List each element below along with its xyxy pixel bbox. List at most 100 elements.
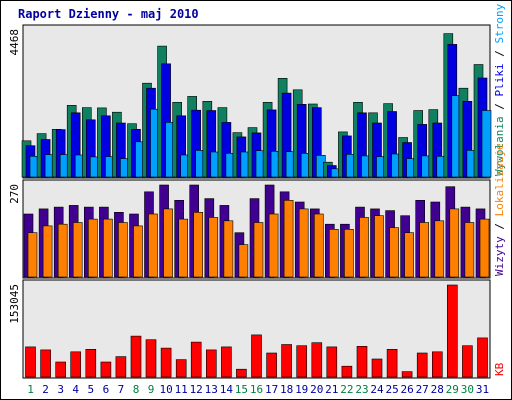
bar-middle-2-day-26 [404,232,414,278]
bar-middle-2-day-27 [419,222,430,278]
bar-bottom-1-day-14 [221,346,232,378]
x-tick-label: 25 [385,383,398,396]
bar-middle-2-day-1 [27,232,38,278]
bar-middle-2-day-30 [464,222,475,278]
bar-bottom-1-day-11 [175,359,187,378]
bar-middle-2-day-24 [374,215,384,278]
bar-bottom-1-day-17 [266,352,277,378]
bar-middle-2-day-7 [118,222,128,278]
bar-bottom-1-day-25 [386,348,398,378]
bar-bottom-1-day-21 [326,346,338,378]
bar-bottom-1-day-1 [25,346,36,378]
bar-middle-2-day-19 [298,208,309,278]
bar-bottom-1-day-27 [416,352,428,378]
bar-top-3-day-31 [481,110,492,178]
x-tick-label: 8 [133,383,140,396]
bar-middle-2-day-23 [359,217,369,278]
panel-top: 4468 [8,24,492,179]
legend-label-group: KB [493,362,506,376]
x-tick-label: 14 [220,383,234,396]
panel-bottom: 153045 [8,279,491,379]
panel-max-label: 153045 [8,284,21,324]
x-tick-label: 16 [250,383,263,396]
bar-bottom-1-day-7 [115,356,127,378]
x-tick-label: 26 [400,383,413,396]
series-legend-labels: Wywołania / Pliki / Strony Wizyty / Loka… [493,3,506,376]
bar-bottom-1-day-6 [100,361,112,378]
x-tick-label: 13 [205,383,218,396]
bar-middle-2-day-22 [344,229,354,278]
chart-title: Raport Dzienny - maj 2010 [18,7,199,21]
x-axis-labels: 1 2 3 4 5 6 7 8 9 10 11 12 13 14 15 16 17 18 19 20 21 22 23 24 2… [27,383,489,396]
bar-bottom-1-day-26 [401,371,413,378]
bar-middle-2-day-28 [434,220,445,278]
bar-middle-2-day-2 [42,225,53,278]
bar-middle-2-day-8 [133,225,143,278]
legend-label-part: / [493,97,506,110]
bar-middle-2-day-18 [283,200,294,278]
bar-middle-2-day-31 [479,218,490,278]
bar-bottom-1-day-20 [311,342,323,378]
bar-middle-2-day-20 [313,213,324,278]
x-tick-label: 5 [87,383,94,396]
bar-middle-2-day-12 [193,212,203,278]
bar-bottom-1-day-31 [477,337,488,378]
bar-middle-2-day-9 [148,213,158,278]
legend-label-part: Wizyty [493,230,506,276]
x-tick-label: 18 [280,383,293,396]
panel-max-label: 4468 [8,29,21,56]
x-tick-label: 10 [159,383,172,396]
x-tick-label: 6 [103,383,110,396]
bar-bottom-1-day-24 [371,358,383,378]
x-tick-label: 11 [175,383,188,396]
bar-bottom-1-day-10 [160,347,172,378]
legend-label-part: / [493,44,506,57]
bar-bottom-1-day-30 [462,345,473,378]
bar-middle-2-day-14 [223,220,234,278]
panel-max-label: 270 [8,184,21,204]
legend-label-part: Pliki [493,57,506,97]
x-tick-label: 21 [325,383,338,396]
x-tick-label: 27 [416,383,429,396]
bar-bottom-1-day-23 [356,345,368,378]
x-tick-label: 28 [431,383,444,396]
bar-bottom-1-day-2 [40,349,51,378]
bar-middle-2-day-3 [57,223,68,278]
bar-bottom-1-day-28 [431,351,443,378]
bar-bottom-1-day-12 [190,341,202,378]
bar-bottom-1-day-19 [296,345,308,378]
legend-label-part: / [493,216,506,229]
x-tick-label: 7 [118,383,125,396]
legend-label-part: Lokalizacje [493,144,506,217]
legend-label-group: Wizyty / Lokalizacje [493,144,506,276]
x-tick-label: 2 [42,383,49,396]
x-tick-label: 24 [370,383,384,396]
x-tick-label: 29 [446,383,459,396]
x-tick-label: 15 [235,383,248,396]
bar-middle-2-day-13 [208,217,219,278]
bar-bottom-1-day-22 [341,365,353,378]
bar-bottom-1-day-9 [145,339,157,378]
legend-label-group: Wywołania / Pliki / Strony [493,3,506,176]
bar-middle-2-day-29 [449,208,460,278]
bar-bottom-1-day-13 [206,349,217,378]
bar-middle-2-day-11 [178,218,188,278]
bar-bottom-1-day-18 [281,344,292,378]
panel-middle: 270 [8,179,491,279]
x-tick-label: 3 [57,383,64,396]
x-tick-label: 12 [190,383,203,396]
bar-bottom-1-day-16 [251,334,262,378]
x-tick-label: 1 [27,383,34,396]
x-tick-label: 19 [295,383,308,396]
bar-bottom-1-day-4 [70,351,81,378]
x-tick-label: 31 [476,383,489,396]
bar-middle-2-day-17 [268,213,279,278]
bar-bottom-1-day-3 [55,361,67,378]
legend-label-part: Wywołania [493,110,506,176]
bar-middle-2-day-15 [238,244,249,278]
bar-bottom-1-day-8 [130,335,142,378]
x-tick-label: 30 [461,383,474,396]
x-tick-label: 22 [340,383,353,396]
bar-bottom-1-day-29 [446,284,458,378]
bar-middle-2-day-25 [389,227,399,278]
